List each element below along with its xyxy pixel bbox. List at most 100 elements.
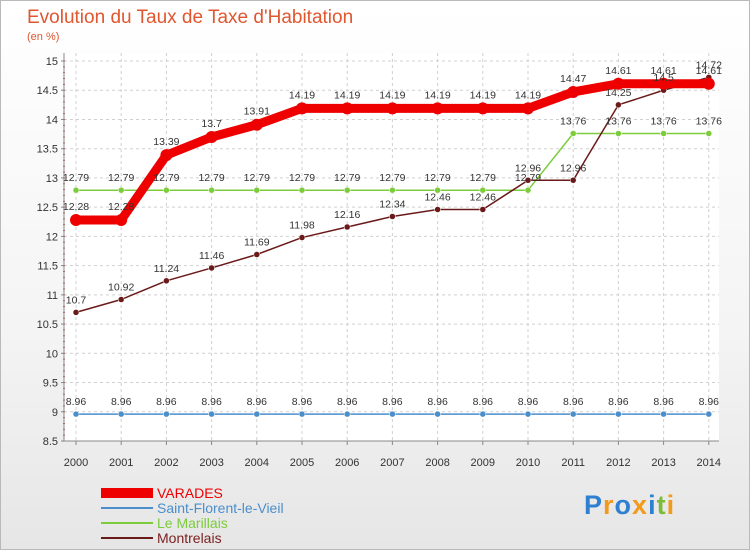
x-tick-label: 2013 bbox=[651, 457, 675, 469]
data-label: 14.19 bbox=[424, 89, 450, 101]
data-label: 12.46 bbox=[424, 191, 450, 203]
y-tick-label: 12.5 bbox=[37, 202, 58, 214]
series-point bbox=[615, 130, 622, 137]
legend-label: VARADES bbox=[157, 484, 223, 501]
x-tick-label: 2010 bbox=[516, 457, 540, 469]
legend-label: Saint-Florent-le-Vieil bbox=[157, 499, 284, 516]
series-point bbox=[615, 101, 622, 109]
series-point bbox=[660, 410, 667, 418]
series-point bbox=[386, 102, 399, 115]
series-point bbox=[612, 77, 625, 90]
series-point bbox=[115, 214, 128, 227]
data-label: 8.96 bbox=[427, 396, 448, 408]
series-point bbox=[341, 102, 354, 115]
data-label: 8.96 bbox=[156, 396, 177, 408]
data-label: 12.79 bbox=[470, 172, 496, 184]
series-point bbox=[298, 234, 306, 241]
series-point bbox=[343, 223, 351, 231]
series-point bbox=[205, 131, 218, 143]
series-point bbox=[163, 277, 170, 285]
y-tick-label: 15 bbox=[46, 56, 58, 68]
x-tick-label: 2007 bbox=[380, 457, 404, 469]
data-label: 12.28 bbox=[63, 201, 89, 213]
series-point bbox=[117, 186, 125, 194]
data-label: 12.96 bbox=[515, 162, 541, 174]
data-label: 12.79 bbox=[515, 172, 541, 184]
data-label: 12.16 bbox=[334, 209, 360, 221]
y-tick-label: 9 bbox=[52, 407, 58, 419]
data-label: 8.96 bbox=[292, 396, 313, 408]
data-label: 8.96 bbox=[518, 396, 539, 408]
x-tick-label: 2002 bbox=[154, 457, 178, 469]
data-label: 10.92 bbox=[108, 282, 134, 294]
data-label: 14.19 bbox=[515, 89, 541, 101]
series-point bbox=[72, 309, 80, 316]
legend-swatch bbox=[101, 487, 153, 498]
y-tick-label: 11 bbox=[47, 290, 58, 302]
data-label: 13.76 bbox=[605, 115, 631, 127]
series-point bbox=[208, 410, 215, 418]
x-tick-label: 2011 bbox=[561, 457, 585, 469]
series-point bbox=[702, 77, 715, 90]
data-label: 13.7 bbox=[201, 118, 222, 130]
data-label: 14.25 bbox=[605, 87, 631, 99]
legend-item: VARADES bbox=[101, 484, 284, 501]
series-point bbox=[479, 206, 487, 213]
series-point bbox=[615, 410, 622, 418]
series-point bbox=[569, 410, 577, 418]
data-label: 13.91 bbox=[244, 106, 270, 118]
series-point bbox=[479, 186, 487, 194]
legend-swatch bbox=[101, 506, 153, 509]
series-point bbox=[117, 410, 125, 418]
x-tick-label: 2009 bbox=[471, 457, 495, 469]
x-tick-label: 2000 bbox=[64, 457, 88, 469]
data-label: 12.79 bbox=[108, 172, 134, 184]
data-label: 8.96 bbox=[111, 396, 132, 408]
data-label: 11.46 bbox=[199, 250, 225, 262]
data-label: 14.72 bbox=[696, 59, 722, 71]
plot-area bbox=[64, 53, 719, 441]
y-tick-label: 13.5 bbox=[37, 144, 58, 156]
data-label: 12.28 bbox=[108, 201, 134, 213]
data-label: 11.24 bbox=[154, 263, 180, 275]
y-tick-label: 13 bbox=[46, 173, 58, 185]
series-point bbox=[524, 410, 532, 418]
series-point bbox=[705, 130, 713, 137]
data-label: 14.19 bbox=[470, 89, 496, 101]
data-label: 8.96 bbox=[247, 396, 268, 408]
data-label: 10.7 bbox=[66, 294, 87, 306]
data-label: 12.79 bbox=[244, 172, 270, 184]
x-tick-label: 2005 bbox=[290, 457, 314, 469]
data-label: 13.76 bbox=[650, 115, 676, 127]
data-label: 8.96 bbox=[699, 396, 720, 408]
x-tick-label: 2012 bbox=[606, 457, 630, 469]
y-tick-label: 14.5 bbox=[37, 85, 58, 97]
data-label: 12.96 bbox=[560, 162, 586, 174]
series-point bbox=[434, 206, 441, 213]
legend-label: Montrelais bbox=[157, 529, 222, 546]
series-point bbox=[522, 102, 534, 115]
chart-legend: VARADES Saint-Florent-le-Vieil Le Marillai… bbox=[101, 484, 284, 546]
x-tick-label: 2006 bbox=[335, 457, 359, 469]
series-point bbox=[389, 410, 396, 418]
data-label: 12.79 bbox=[379, 172, 405, 184]
data-label: 8.96 bbox=[382, 396, 403, 408]
data-label: 8.96 bbox=[66, 396, 87, 408]
data-label: 11.98 bbox=[289, 220, 315, 232]
series-point bbox=[524, 186, 532, 194]
data-label: 12.79 bbox=[334, 172, 360, 184]
x-tick-label: 2014 bbox=[697, 457, 721, 469]
legend-swatch bbox=[101, 521, 153, 524]
series-point bbox=[431, 102, 444, 115]
series-point bbox=[163, 186, 170, 194]
data-label: 14.61 bbox=[605, 65, 631, 77]
x-tick-label: 2003 bbox=[199, 457, 223, 469]
series-point bbox=[524, 177, 532, 184]
data-label: 14.61 bbox=[650, 65, 676, 77]
data-label: 8.96 bbox=[563, 396, 584, 408]
data-label: 14.47 bbox=[560, 73, 586, 85]
series-point bbox=[660, 130, 667, 137]
data-label: 14.19 bbox=[334, 89, 360, 101]
data-label: 8.96 bbox=[608, 396, 629, 408]
